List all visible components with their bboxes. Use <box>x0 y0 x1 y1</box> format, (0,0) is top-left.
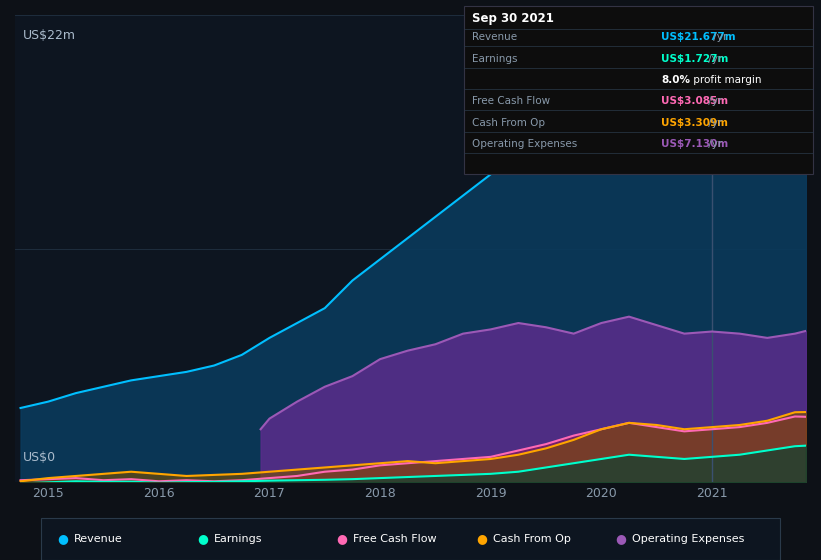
Text: US$3.085m: US$3.085m <box>661 96 728 106</box>
Text: profit margin: profit margin <box>690 75 761 85</box>
Text: US$0: US$0 <box>23 451 56 464</box>
Text: ●: ● <box>616 532 626 545</box>
Text: ●: ● <box>476 532 487 545</box>
Text: ●: ● <box>337 532 347 545</box>
Text: Revenue: Revenue <box>472 32 517 43</box>
Text: /yr: /yr <box>705 96 722 106</box>
Text: Earnings: Earnings <box>472 54 517 64</box>
Text: Revenue: Revenue <box>74 534 122 544</box>
Text: US$3.309m: US$3.309m <box>661 118 728 128</box>
Text: /yr: /yr <box>705 139 722 149</box>
Text: US$1.727m: US$1.727m <box>661 54 728 64</box>
Text: Free Cash Flow: Free Cash Flow <box>472 96 550 106</box>
Text: US$7.130m: US$7.130m <box>661 139 728 149</box>
Text: Cash From Op: Cash From Op <box>493 534 571 544</box>
Text: Cash From Op: Cash From Op <box>472 118 545 128</box>
Text: /yr: /yr <box>710 32 727 43</box>
Text: ●: ● <box>197 532 208 545</box>
Text: Earnings: Earnings <box>213 534 262 544</box>
Text: Operating Expenses: Operating Expenses <box>632 534 745 544</box>
Text: US$21.677m: US$21.677m <box>661 32 736 43</box>
Text: Sep 30 2021: Sep 30 2021 <box>472 12 554 25</box>
Text: 8.0%: 8.0% <box>661 75 690 85</box>
Text: Operating Expenses: Operating Expenses <box>472 139 577 149</box>
Text: Free Cash Flow: Free Cash Flow <box>353 534 437 544</box>
Text: ●: ● <box>57 532 68 545</box>
Text: /yr: /yr <box>705 118 722 128</box>
Text: /yr: /yr <box>705 54 722 64</box>
Text: US$22m: US$22m <box>23 29 76 42</box>
